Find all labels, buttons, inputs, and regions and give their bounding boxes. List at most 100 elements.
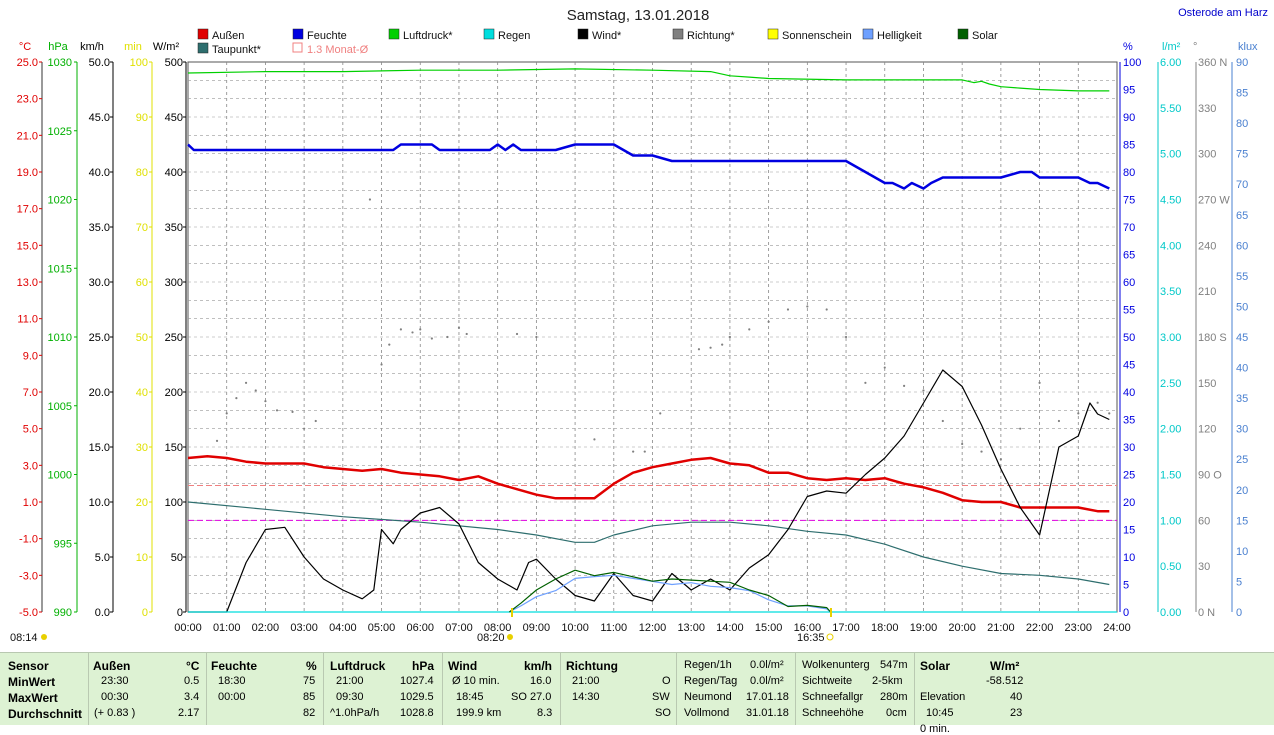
right-axis-tick-label: 5 xyxy=(1236,576,1242,588)
solar-title: Solar xyxy=(920,659,951,673)
left-axis-tick-label: 1.0 xyxy=(23,497,38,509)
richtung-title: Richtung xyxy=(566,659,618,673)
direction-point xyxy=(767,320,770,323)
right-axis-tick-label: 5 xyxy=(1123,580,1129,592)
left-axis-tick-label: 40.0 xyxy=(89,167,110,179)
left-axis-tick-label: 20 xyxy=(136,497,148,509)
left-axis-tick-label: 15.0 xyxy=(89,442,110,454)
right-axis-tick-label: 90 xyxy=(1236,57,1248,69)
legend-label: Regen xyxy=(498,30,530,42)
direction-point xyxy=(922,389,925,392)
wolken-value-2: 2-5km xyxy=(872,675,903,687)
direction-point xyxy=(748,328,751,331)
left-axis-tick-label: 21.0 xyxy=(17,130,38,142)
direction-point xyxy=(399,328,402,331)
left-axis-tick-label: 10.0 xyxy=(89,497,110,509)
solar-r1: -58.512 xyxy=(986,675,1024,687)
location-link[interactable]: Osterode am Harz xyxy=(1178,7,1268,19)
left-axis-tick-label: -1.0 xyxy=(19,534,38,546)
direction-point xyxy=(314,419,317,423)
legend-swatch xyxy=(767,28,779,40)
aussen-min: 0.5 xyxy=(184,675,200,687)
series-line-solar xyxy=(508,569,832,613)
wolken-label-2: Sichtweite xyxy=(802,675,853,687)
right-axis-tick-label: 5.50 xyxy=(1160,103,1181,115)
right-axis-tick-label: 5.00 xyxy=(1160,149,1181,161)
direction-point xyxy=(254,389,257,392)
right-axis-tick-label: 60 xyxy=(1123,277,1135,289)
direction-point xyxy=(999,458,1002,461)
right-axis-tick-label: 50 xyxy=(1236,301,1248,313)
right-axis-tick-label: 55 xyxy=(1236,271,1248,283)
right-axis-unit: ° xyxy=(1193,41,1197,53)
direction-point xyxy=(709,346,712,349)
direction-point xyxy=(225,412,228,415)
left-axis-tick-label: 45.0 xyxy=(89,112,110,124)
right-axis-tick-label: 85 xyxy=(1236,88,1248,100)
left-axis-tick-label: 7.0 xyxy=(23,387,38,399)
direction-point xyxy=(430,337,433,340)
wolken-label-4: Schneehöhe xyxy=(802,707,864,719)
row-label-avg: Durchschnitt xyxy=(8,707,83,721)
left-axis-tick-label: 450 xyxy=(165,112,183,124)
richtung-min: O xyxy=(662,675,671,687)
sun-icon xyxy=(41,634,47,640)
direction-point xyxy=(535,335,538,339)
right-axis-tick-label: 25 xyxy=(1123,470,1135,482)
right-axis-tick-label: 0.00 xyxy=(1160,607,1181,619)
x-tick-label: 06:00 xyxy=(406,622,434,634)
solar-unit: W/m² xyxy=(990,659,1020,673)
left-axis-tick-label: 250 xyxy=(165,332,183,344)
series-line-taupunkt xyxy=(187,501,1110,586)
wolken-value-4: 0cm xyxy=(886,707,907,719)
legend-label: Außen xyxy=(212,30,244,42)
direction-point xyxy=(264,400,267,403)
right-axis-tick-label: 80 xyxy=(1236,118,1248,130)
row-label-max: MaxWert xyxy=(8,691,58,705)
chart-axes: 00:00 01:00 02:00 03:00 04:00 05:00 06:00 07:00… xyxy=(17,41,1258,634)
right-axis-tick-label: 95 xyxy=(1123,85,1135,97)
right-axis-tick-label: 60 xyxy=(1236,240,1248,252)
direction-point xyxy=(864,381,867,384)
right-axis-tick-label: 30 xyxy=(1236,424,1248,436)
left-axis-tick-label: 25.0 xyxy=(89,332,110,344)
right-axis-tick-label: 35 xyxy=(1236,393,1248,405)
right-axis-tick-label: 75 xyxy=(1123,195,1135,207)
x-tick-label: 20:00 xyxy=(948,622,976,634)
direction-point xyxy=(721,343,724,346)
direction-point xyxy=(961,442,964,446)
right-axis-tick-label: 100 xyxy=(1123,57,1141,69)
wind-unit: km/h xyxy=(524,659,553,673)
left-axis-tick-label: 23.0 xyxy=(17,94,38,106)
left-axis-tick-label: 50.0 xyxy=(89,57,110,69)
right-axis-tick-label: 60 xyxy=(1198,515,1210,527)
right-axis-tick-label: 15 xyxy=(1236,515,1248,527)
luftdruck-max-time: 09:30 xyxy=(336,691,364,703)
left-axis-tick-label: 80 xyxy=(136,167,148,179)
aussen-min-time: 23:30 xyxy=(101,675,129,687)
row-label-min: MinWert xyxy=(8,675,56,689)
left-axis-tick-label: 1025 xyxy=(48,126,72,138)
left-axis-tick-label: 1030 xyxy=(48,57,72,69)
x-tick-label: 07:00 xyxy=(445,622,473,634)
right-axis-tick-label: 35 xyxy=(1123,415,1135,427)
right-axis-tick-label: 10 xyxy=(1236,546,1248,558)
x-tick-label: 16:00 xyxy=(794,622,822,634)
richtung-min-time: 21:00 xyxy=(572,675,600,687)
direction-point xyxy=(465,332,468,336)
x-tick-label: 15:00 xyxy=(755,622,783,634)
right-axis-tick-label: 70 xyxy=(1236,179,1248,191)
right-axis-tick-label: 30 xyxy=(1198,561,1210,573)
legend-label: Wind* xyxy=(592,30,622,42)
direction-point xyxy=(659,412,662,415)
left-axis-tick-label: 150 xyxy=(165,442,183,454)
chart-series xyxy=(187,68,1117,613)
solar-r4-label: 0 min. xyxy=(920,723,950,735)
direction-point xyxy=(1019,427,1022,430)
left-axis-tick-label: 15.0 xyxy=(17,240,38,252)
right-axis-tick-label: 25 xyxy=(1236,454,1248,466)
direction-point xyxy=(980,450,983,453)
richtung-max: SW xyxy=(652,691,670,703)
direction-point xyxy=(1057,419,1061,423)
wolken-value-1: 547m xyxy=(880,659,908,671)
